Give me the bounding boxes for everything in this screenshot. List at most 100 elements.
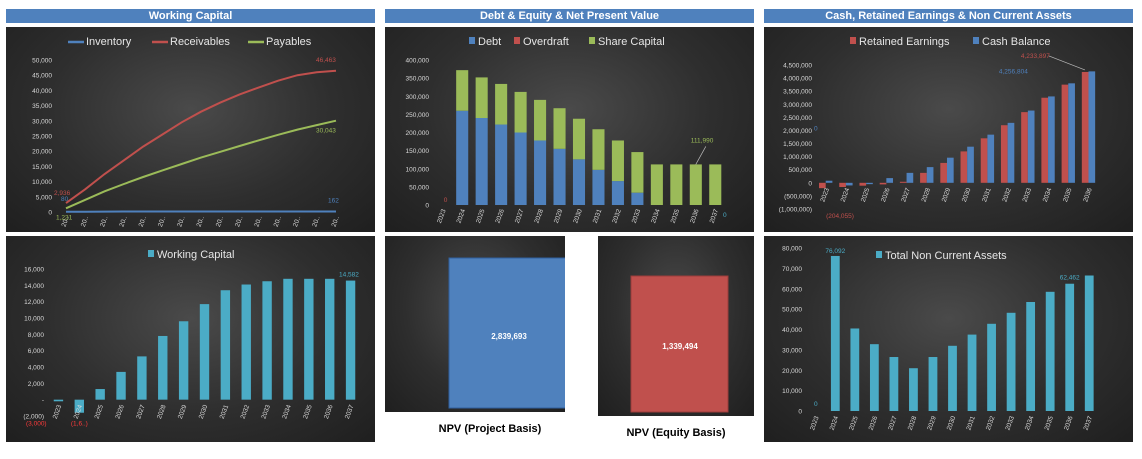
npv-project-svg: 2,839,693 <box>448 257 568 409</box>
npv-chart: 2,839,693 1,339,494 NPV (Project Basis) … <box>385 236 754 442</box>
bar-debt <box>553 148 566 205</box>
cr-xtick: 2026 <box>880 187 892 203</box>
bar-nca <box>1084 275 1094 411</box>
wcb-xtick: 2037 <box>344 404 356 420</box>
cr-legend-swatch <box>973 37 979 44</box>
bar-cash-balance <box>987 134 995 183</box>
wc-ytick: 45,000 <box>32 73 52 80</box>
wc-xtick: 20.. <box>196 215 206 228</box>
wc-ytick: 20,000 <box>32 149 52 156</box>
de-ytick: 300,000 <box>406 94 430 101</box>
de-xtick: 2036 <box>689 208 701 224</box>
wcb-xtick: 2035 <box>302 404 314 420</box>
bar-cash-balance <box>845 182 853 186</box>
nca-ytick: 40,000 <box>782 327 802 334</box>
cr-legend-label: Cash Balance <box>982 36 1051 48</box>
bar-share-capital <box>650 164 663 205</box>
bar-working-capital <box>53 399 64 402</box>
bar-retained-earnings <box>940 162 947 183</box>
wcb-ytick: (2,000) <box>23 414 44 421</box>
series-line-receivables <box>65 69 337 204</box>
wc-ytick: 30,000 <box>32 118 52 125</box>
bar-share-capital <box>611 140 624 182</box>
wc-legend-label: Inventory <box>86 36 132 48</box>
wcb-ytick: - <box>42 397 44 404</box>
wc-ytick: 0 <box>48 210 52 217</box>
de-legend-swatch <box>589 37 595 44</box>
cash-start-label: 0 <box>814 125 818 132</box>
bar-retained-earnings <box>1081 71 1089 183</box>
nca-ytick: 0 <box>798 409 802 416</box>
cr-xtick: 2031 <box>981 187 993 203</box>
nca-xtick: 2030 <box>946 415 958 431</box>
bar-nca <box>869 344 879 411</box>
de-xtick: 2025 <box>475 208 487 224</box>
nca-ytick: 70,000 <box>782 266 802 273</box>
header-cash-re: Cash, Retained Earnings & Non Current As… <box>764 9 1133 23</box>
cr-ytick: 4,000,000 <box>783 76 812 83</box>
bar-share-capital <box>534 99 547 141</box>
nca-xtick: 2036 <box>1063 415 1075 431</box>
wc-ytick: 35,000 <box>32 103 52 110</box>
inventory-label: 162 <box>328 198 339 205</box>
bar-share-capital <box>689 164 702 205</box>
debt-equity-chart: 0 50,000 100,000 150,000 200,000 250,000 300,0… <box>385 27 754 232</box>
bar-npv-equity <box>630 275 729 413</box>
zero-label: 0 <box>814 401 818 408</box>
de-xtick: 2033 <box>631 208 643 224</box>
wcb-xtick: 2030 <box>198 404 210 420</box>
npv-project-label: NPV (Project Basis) <box>438 423 542 435</box>
debt-equity-svg: 0 50,000 100,000 150,000 200,000 250,000 300,0… <box>406 36 728 224</box>
bar-debt <box>631 192 644 205</box>
bar-share-capital <box>495 83 508 125</box>
nca-xtick: 2023 <box>809 415 821 431</box>
wcb-legend-label: Working Capital <box>157 249 234 261</box>
share-capital-label: 111,990 <box>691 137 714 144</box>
nca-legend-label: Total Non Current Assets <box>885 250 1007 262</box>
bar-nca <box>850 328 860 411</box>
bar-nca <box>1045 291 1055 411</box>
cr-ytick: 2,500,000 <box>783 115 812 122</box>
nca-chart: 0 10,000 20,000 30,000 40,000 50,000 60,000 70,… <box>764 236 1133 442</box>
cash-re-chart: (1,000,000) (500,000) 0 500,000 1,000,000 1,5… <box>764 27 1133 232</box>
nca-ytick: 50,000 <box>782 307 802 314</box>
bar-nca <box>1006 312 1016 411</box>
bar-cash-balance <box>946 157 954 183</box>
bar-retained-earnings <box>859 182 867 186</box>
cr-ytick: (1,000,000) <box>779 207 812 214</box>
bar-retained-earnings <box>960 151 968 183</box>
nca-ytick: 20,000 <box>782 368 802 375</box>
header-debt-equity: Debt & Equity & Net Present Value <box>385 9 754 23</box>
cr-xtick: 2023 <box>819 187 831 203</box>
cr-xtick: 2027 <box>900 187 912 203</box>
bar-nca <box>928 357 938 411</box>
bar-share-capital <box>572 118 586 160</box>
wc-ytick: 15,000 <box>32 164 52 171</box>
cr-xtick: 2028 <box>921 187 933 203</box>
bar-debt <box>514 132 527 205</box>
re-max-label: 4,233,897 <box>1021 53 1050 60</box>
cr-ytick: 3,500,000 <box>783 89 812 96</box>
bar-debt <box>456 110 469 205</box>
wc-xtick: 20.. <box>273 215 283 228</box>
cr-xtick: 2032 <box>1001 187 1013 203</box>
bar-share-capital <box>456 70 469 111</box>
nca-xtick: 2027 <box>887 415 899 431</box>
cr-ytick: 1,500,000 <box>783 141 812 148</box>
bar-cash-balance <box>886 178 894 183</box>
cr-xtick: 2036 <box>1082 187 1094 203</box>
de-xtick: 2029 <box>553 208 565 224</box>
de-xtick: 2024 <box>456 208 468 224</box>
cr-xtick: 2035 <box>1062 187 1074 203</box>
bar-share-capital <box>709 164 722 205</box>
wcb-xtick: 2034 <box>281 404 293 420</box>
wcb-ytick: 2,000 <box>28 381 45 388</box>
nca-xtick: 2029 <box>926 415 938 431</box>
bar-debt <box>495 124 508 205</box>
wcb-xtick: 2028 <box>156 404 168 420</box>
npv-equity-panel: 1,339,494 <box>598 236 754 416</box>
zero-label: 0 <box>444 197 448 204</box>
cr-ytick: 0 <box>808 180 812 187</box>
de-ytick: 250,000 <box>406 112 430 119</box>
bar-share-capital <box>475 77 488 118</box>
